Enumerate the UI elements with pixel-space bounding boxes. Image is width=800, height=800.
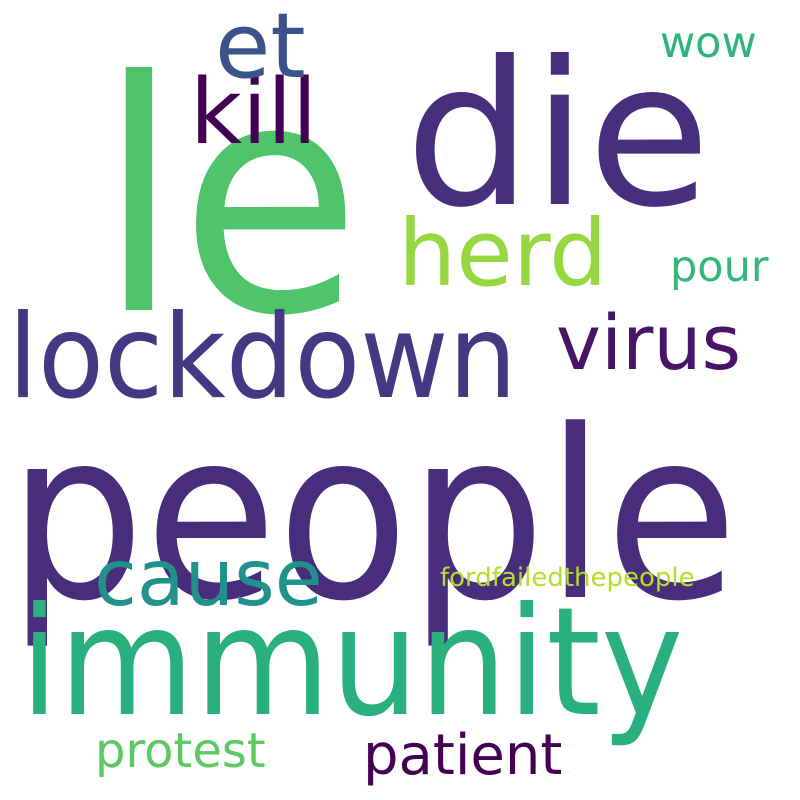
word-fordfailedthepeople: fordfailedthepeople [440, 563, 695, 593]
word-pour: pour [670, 242, 769, 292]
word-virus: virus [556, 298, 742, 387]
word-le: le [98, 14, 361, 386]
word-kill: kill [190, 60, 318, 165]
word-die: die [405, 19, 711, 252]
word-lockdown: lockdown [8, 290, 517, 425]
word-protest: protest [95, 723, 266, 779]
word-cause: cause [94, 534, 323, 624]
word-wow: wow [660, 18, 757, 68]
word-people: people [8, 381, 738, 653]
word-et: et [215, 0, 306, 99]
word-patient: patient [363, 723, 563, 788]
word-immunity: immunity [20, 576, 684, 750]
word-herd: herd [398, 200, 608, 307]
